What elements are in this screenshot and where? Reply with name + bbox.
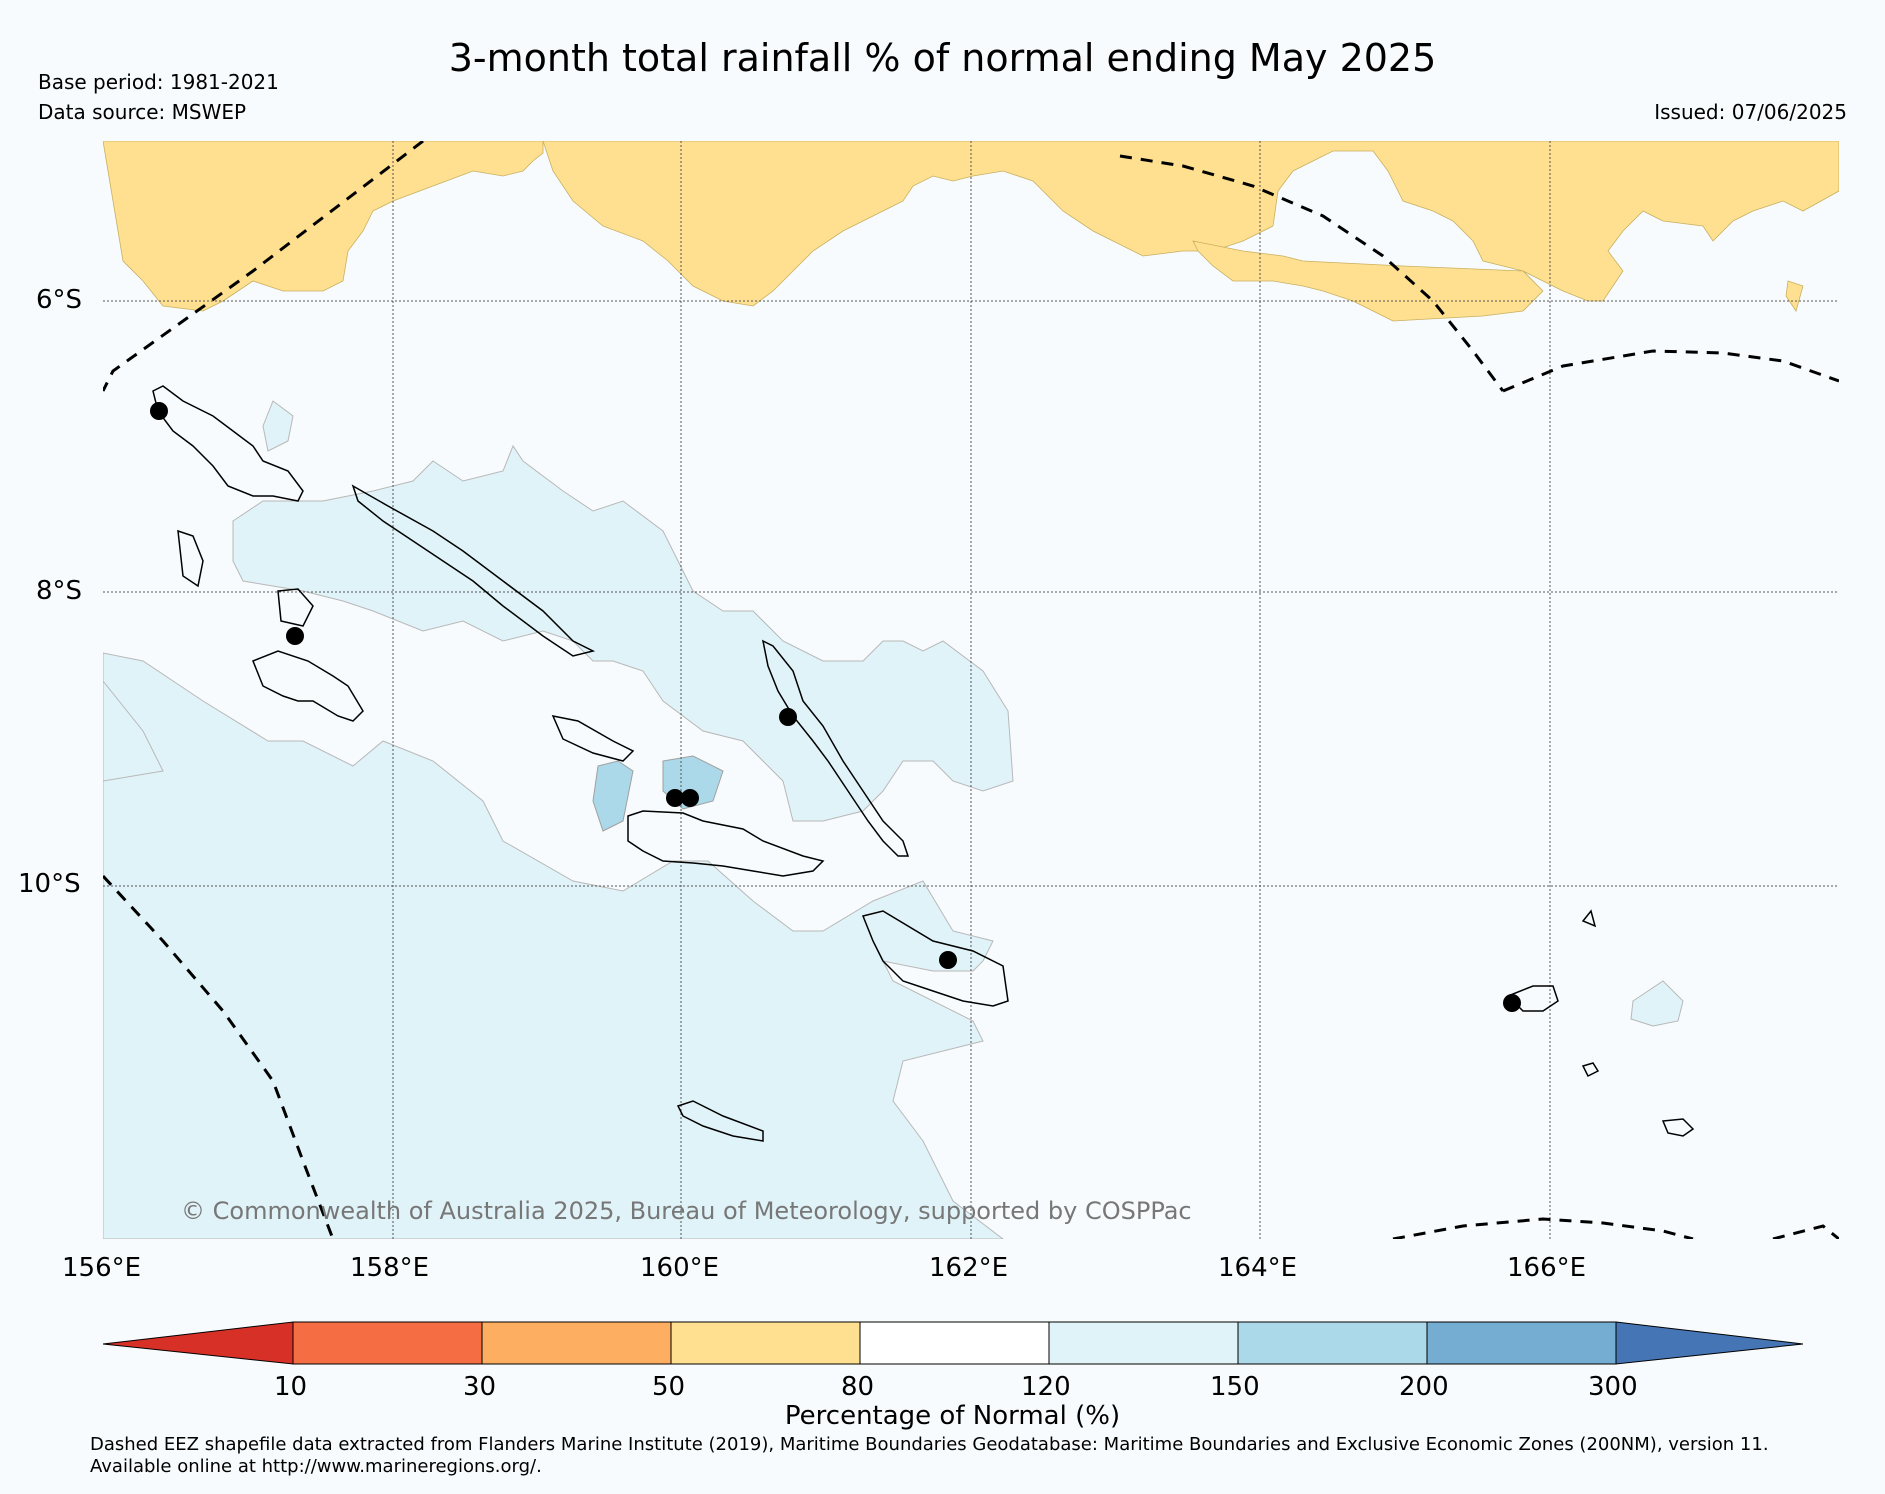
lat-label-6s: 6°S bbox=[36, 285, 83, 315]
footnote-line1: Dashed EEZ shapefile data extracted from… bbox=[90, 1434, 1769, 1455]
eez-boundaries bbox=[103, 141, 1839, 1239]
colorbar-tick-80: 80 bbox=[841, 1372, 875, 1402]
colorbar-tick-10: 10 bbox=[274, 1372, 308, 1402]
map-title: 3-month total rainfall % of normal endin… bbox=[448, 36, 1437, 80]
station-markers bbox=[150, 402, 1521, 1012]
colorbar-segment-150-200 bbox=[1238, 1322, 1427, 1364]
colorbar-segment-30-50 bbox=[482, 1322, 671, 1364]
colorbar-tick-120: 120 bbox=[1021, 1372, 1071, 1402]
colorbar-tick-50: 50 bbox=[652, 1372, 686, 1402]
colorbar-tick-300: 300 bbox=[1588, 1372, 1638, 1402]
colorbar-segment-120-150 bbox=[1049, 1322, 1238, 1364]
lon-label-166e: 166°E bbox=[1507, 1253, 1587, 1283]
colorbar-segment-10-30 bbox=[293, 1322, 482, 1364]
rainfall-150-200-patch bbox=[592, 760, 634, 832]
lon-label-164e: 164°E bbox=[1218, 1253, 1298, 1283]
colorbar bbox=[103, 1321, 1803, 1365]
rainfall-120-150-region bbox=[103, 444, 1014, 1239]
footnote-line2: Available online at http://www.marinereg… bbox=[90, 1456, 542, 1477]
colorbar-segment-200-300 bbox=[1427, 1322, 1616, 1364]
lon-label-158e: 158°E bbox=[350, 1253, 430, 1283]
data-source: Data source: MSWEP bbox=[38, 100, 247, 124]
lon-label-162e: 162°E bbox=[929, 1253, 1009, 1283]
lat-label-10s: 10°S bbox=[18, 869, 81, 899]
colorbar-segment-80-120 bbox=[860, 1322, 1049, 1364]
issued-date: Issued: 07/06/2025 bbox=[1654, 100, 1847, 124]
colorbar-segment-50-80 bbox=[671, 1322, 860, 1364]
colorbar-tick-200: 200 bbox=[1399, 1372, 1449, 1402]
graticule bbox=[103, 141, 1839, 1239]
lon-label-156e: 156°E bbox=[62, 1253, 142, 1283]
colorbar-segment-below-10 bbox=[103, 1321, 294, 1365]
colorbar-tick-30: 30 bbox=[463, 1372, 497, 1402]
lon-label-160e: 160°E bbox=[640, 1253, 720, 1283]
rainfall-map: © Commonwealth of Australia 2025, Bureau… bbox=[103, 141, 1839, 1239]
colorbar-segment-above-300 bbox=[1615, 1321, 1803, 1365]
copyright: © Commonwealth of Australia 2025, Bureau… bbox=[181, 1197, 1192, 1225]
coastlines bbox=[152, 385, 1695, 1142]
colorbar-tick-150: 150 bbox=[1210, 1372, 1260, 1402]
lat-label-8s: 8°S bbox=[36, 576, 83, 606]
colorbar-label: Percentage of Normal (%) bbox=[784, 1401, 1121, 1431]
base-period: Base period: 1981-2021 bbox=[38, 70, 279, 94]
rainfall-50-80-region bbox=[103, 141, 544, 312]
